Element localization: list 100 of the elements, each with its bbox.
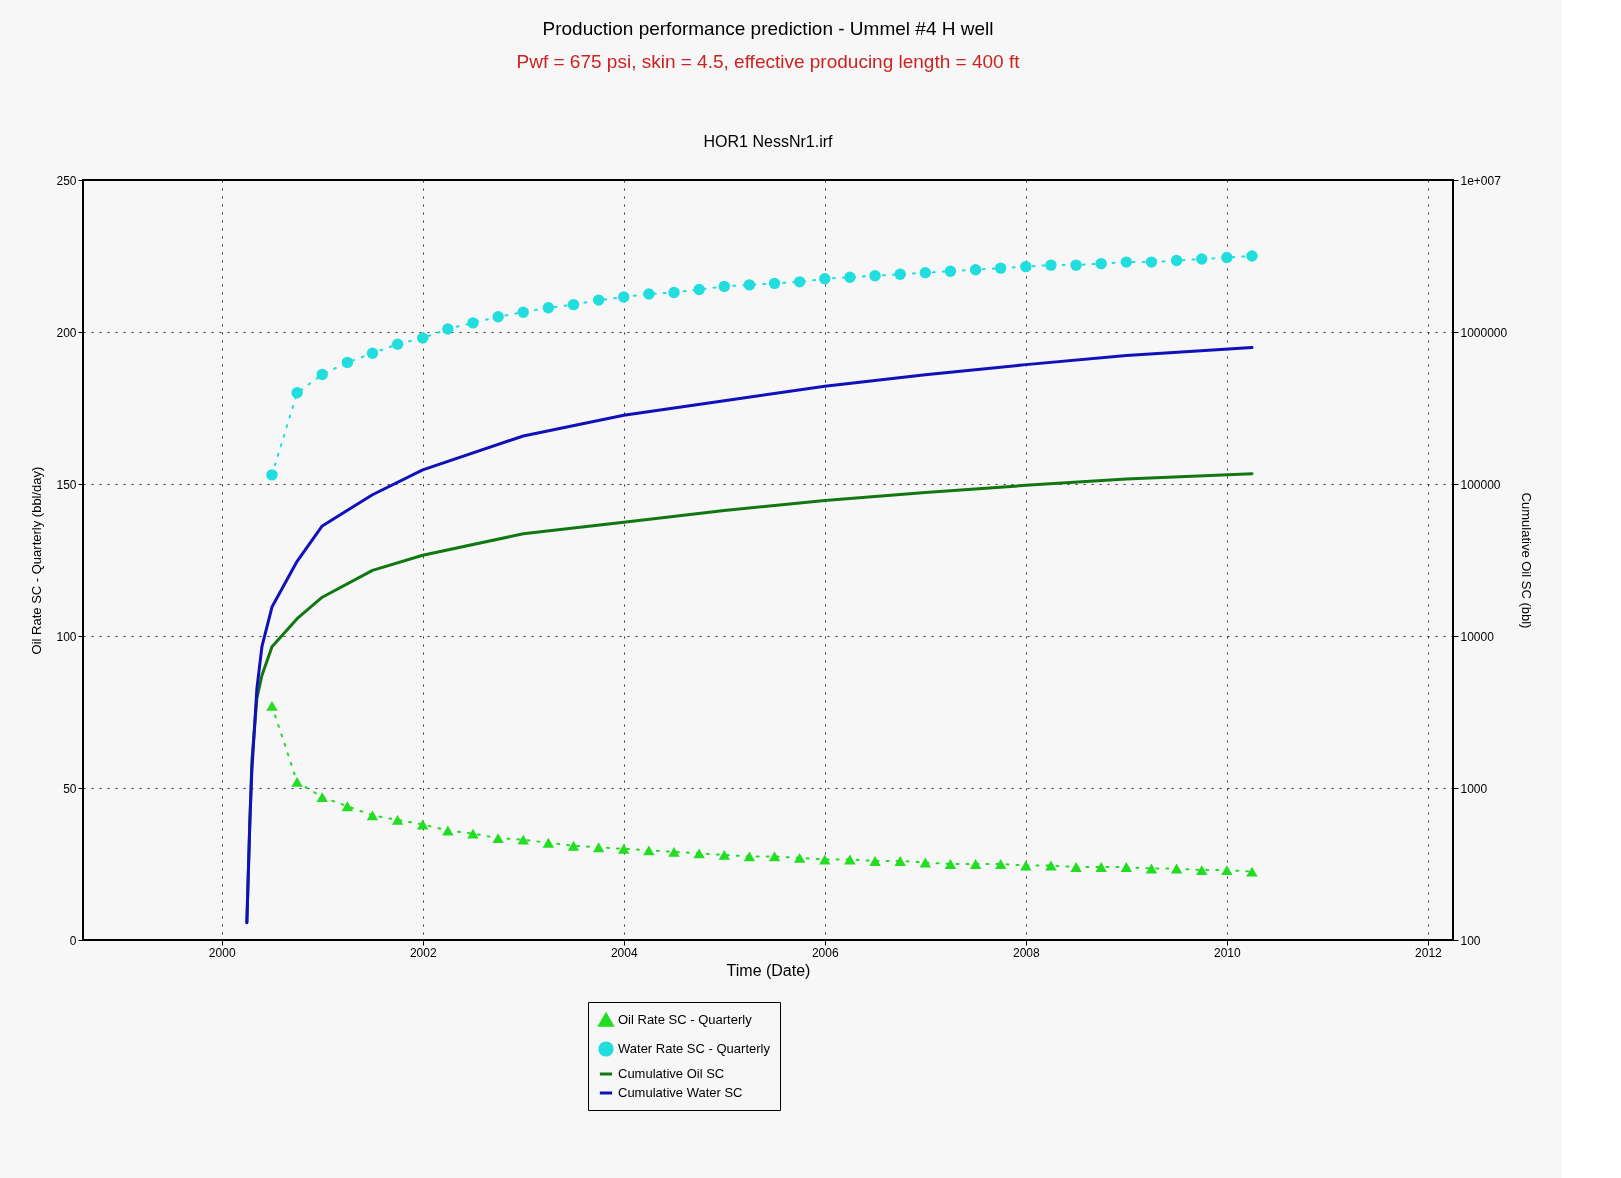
point <box>1246 250 1258 262</box>
x-tick-label: 2000 <box>208 945 236 960</box>
point <box>1145 863 1158 874</box>
point <box>1045 259 1057 271</box>
point <box>944 265 957 277</box>
point <box>1221 865 1233 876</box>
point <box>844 854 856 865</box>
y2-tick-label: 10000 <box>1460 629 1495 644</box>
legend-label: Cumulative Oil SC <box>618 1066 725 1081</box>
point <box>492 311 504 323</box>
point <box>1070 259 1082 271</box>
y2-axis-title: Cumulative Oil SC (bbl) <box>1519 492 1535 629</box>
point <box>693 848 705 859</box>
point <box>341 356 354 369</box>
point <box>1020 260 1032 273</box>
y-tick-label: 0 <box>69 933 77 948</box>
point <box>1196 865 1208 876</box>
point <box>417 332 429 344</box>
point <box>1145 256 1158 268</box>
point <box>291 387 303 399</box>
x-axis-title: Time (Date) <box>726 961 811 979</box>
point <box>869 856 881 866</box>
point <box>919 857 931 868</box>
point <box>1095 257 1107 270</box>
point <box>341 801 354 812</box>
y2-tick-label: 1000 <box>1460 781 1488 796</box>
point <box>618 843 630 854</box>
point <box>844 271 856 283</box>
x-tick-label: 2004 <box>610 945 638 960</box>
point <box>542 301 555 314</box>
point <box>793 276 806 288</box>
point <box>567 298 580 311</box>
y2-tick-label: 100 <box>1460 933 1481 948</box>
point <box>894 268 906 280</box>
chart-title: Production performance prediction - Ummel #4 H well <box>542 18 994 39</box>
point <box>1170 254 1183 267</box>
point <box>1221 251 1233 264</box>
point <box>391 814 404 825</box>
point <box>417 819 429 830</box>
x-tick-label: 2012 <box>1415 945 1443 960</box>
y-tick-label: 150 <box>56 477 77 492</box>
point <box>768 277 781 290</box>
point <box>1120 862 1133 872</box>
point <box>869 270 881 282</box>
point <box>517 306 529 318</box>
point <box>668 286 680 299</box>
point <box>718 280 730 293</box>
y-axis-title: Oil Rate SC - Quarterly (bbl/day) <box>29 466 45 655</box>
point <box>1246 866 1258 877</box>
point <box>693 283 705 296</box>
point <box>467 317 479 329</box>
point <box>643 288 655 300</box>
point <box>743 279 756 291</box>
x-tick-label: 2008 <box>1012 945 1040 960</box>
point <box>567 840 580 851</box>
line-series <box>245 346 1254 925</box>
point <box>768 851 781 862</box>
point <box>643 845 655 856</box>
point <box>442 323 454 335</box>
y-tick-label: 200 <box>56 325 77 340</box>
point <box>291 776 303 787</box>
legend-label: Cumulative Water SC <box>618 1085 743 1100</box>
point <box>1120 256 1133 268</box>
point <box>668 846 680 857</box>
point <box>316 368 328 381</box>
point <box>391 338 404 350</box>
legend-label: Water Rate SC - Quarterly <box>618 1041 771 1056</box>
point <box>994 262 1007 274</box>
point <box>969 859 982 869</box>
chart-subtitle: Pwf = 675 psi, skin = 4.5, effective producing length = 400 ft <box>516 51 1021 72</box>
y2-tick-label: 1000000 <box>1460 325 1508 340</box>
x-tick-label: 2002 <box>409 945 437 960</box>
y-tick-label: 100 <box>56 629 77 644</box>
point <box>1095 862 1107 872</box>
point <box>366 347 379 359</box>
x-tick-label: 2010 <box>1213 945 1242 960</box>
point <box>592 294 605 306</box>
y-tick-label: 50 <box>63 781 77 796</box>
point <box>944 859 957 869</box>
point <box>969 263 982 276</box>
y-tick-label: 250 <box>56 173 77 188</box>
point <box>266 700 278 711</box>
point <box>718 849 730 860</box>
y2-tick-label: 100000 <box>1460 477 1501 492</box>
point <box>492 833 504 844</box>
point <box>542 837 555 848</box>
point <box>819 273 831 285</box>
point <box>467 828 479 839</box>
point <box>366 810 379 821</box>
point <box>1045 860 1057 871</box>
point <box>793 852 806 863</box>
point <box>517 834 529 845</box>
text: HOR1 NessNr1.irf <box>703 133 834 150</box>
point <box>894 856 906 866</box>
point <box>1070 862 1082 872</box>
point <box>592 842 605 853</box>
point <box>442 825 454 836</box>
point <box>819 854 831 865</box>
y2-tick-label: 1e+007 <box>1460 173 1502 188</box>
point <box>1170 863 1183 874</box>
